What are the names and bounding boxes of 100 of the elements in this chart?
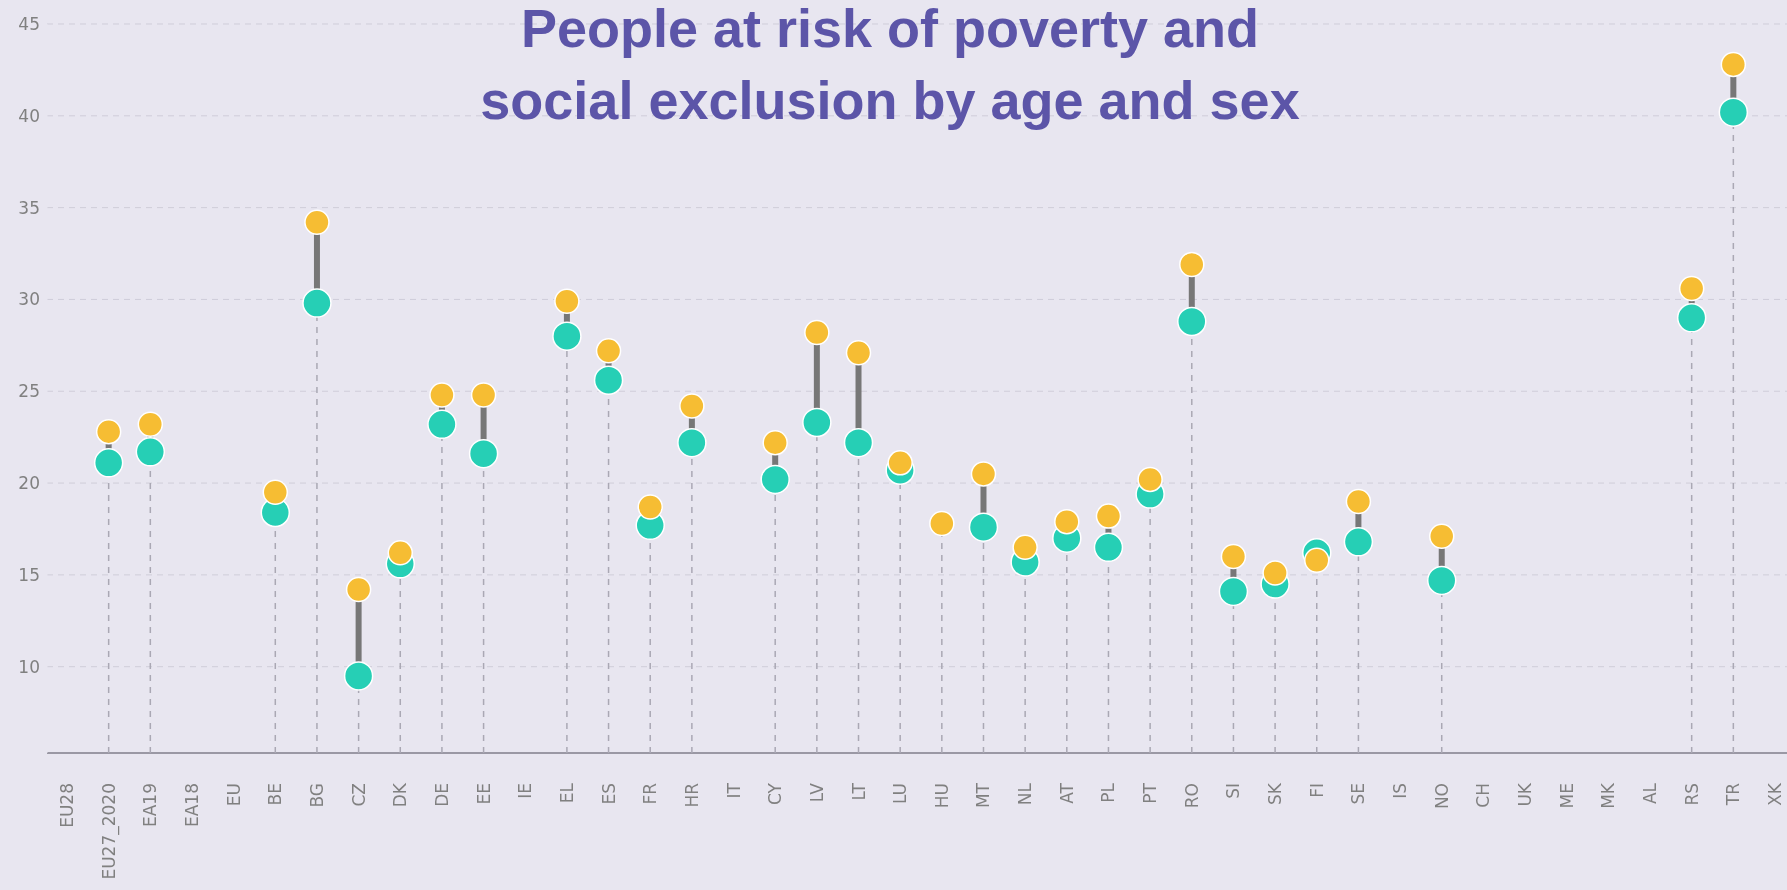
x-tick-label: CZ [348, 783, 369, 807]
point [1678, 275, 1705, 302]
y-tick-label: 25 [18, 381, 40, 402]
point [1220, 543, 1247, 570]
point [637, 494, 663, 520]
point [968, 512, 999, 542]
x-tick-label: AT [1056, 782, 1077, 804]
point [802, 407, 832, 438]
point [1179, 251, 1205, 278]
point [135, 437, 166, 467]
x-tick-label: EL [556, 782, 577, 804]
x-tick-label: ES [598, 783, 619, 805]
point [1095, 503, 1122, 529]
point [1093, 532, 1124, 563]
x-tick-label: HR [681, 782, 702, 808]
x-tick-label: EU27_2020 [98, 783, 120, 880]
x-tick-label: PL [1098, 782, 1119, 803]
point [677, 427, 707, 458]
point [470, 382, 497, 408]
point [1718, 97, 1749, 127]
point [1428, 523, 1455, 550]
y-tick-label: 15 [18, 564, 40, 585]
x-tick-label: RO [1181, 783, 1202, 809]
point [1137, 466, 1163, 493]
x-tick-label: NO [1431, 783, 1452, 810]
point [429, 382, 455, 408]
x-tick-label: FI [1306, 783, 1327, 798]
x-tick-label: UK [1515, 782, 1536, 807]
x-tick-label: EU [223, 783, 244, 807]
point [262, 479, 289, 505]
x-tick-label: HU [931, 783, 952, 809]
point [1720, 51, 1747, 78]
point [760, 464, 790, 495]
point [554, 288, 580, 315]
y-tick-label: 20 [18, 473, 40, 494]
point [345, 576, 372, 603]
x-tick-label: CY [765, 782, 786, 805]
chart-title: People at risk of poverty and social exclusion by age and sex [480, 0, 1300, 130]
point [427, 409, 457, 440]
point [1262, 560, 1288, 586]
x-tick-label: LT [848, 782, 869, 801]
point [1676, 303, 1707, 333]
point [1343, 527, 1374, 557]
point [304, 209, 330, 236]
point [1012, 534, 1038, 561]
point [679, 393, 705, 419]
x-tick-label: EA18 [181, 783, 202, 828]
x-tick-label: CH [1473, 783, 1494, 808]
x-tick-label: AL [1640, 782, 1661, 805]
point [387, 540, 414, 566]
x-tick-label: EE [473, 783, 494, 805]
x-tick-label: IS [1390, 783, 1411, 799]
point [929, 510, 955, 537]
x-tick-label: EA19 [140, 783, 161, 828]
y-tick-label: 35 [18, 197, 40, 218]
point [95, 418, 122, 445]
point [593, 365, 624, 395]
x-tick-label: DE [431, 783, 452, 807]
x-tick-label: TR [1723, 782, 1744, 807]
point [1345, 488, 1372, 515]
point [843, 427, 874, 458]
x-tick-label: EU28 [57, 783, 77, 828]
x-tick-label: MK [1598, 782, 1619, 809]
y-tick-label: 30 [18, 289, 40, 310]
point [595, 338, 622, 364]
point [804, 319, 830, 346]
point [1218, 576, 1249, 607]
point [845, 339, 872, 366]
x-tick-label: SK [1265, 782, 1286, 805]
x-tick-label: FR [640, 782, 661, 805]
point [1177, 306, 1207, 337]
x-tick-label: SI [1223, 783, 1244, 799]
x-tick-label: LV [806, 782, 827, 803]
x-tick-label: DK [390, 782, 411, 808]
x-tick-label: NL [1015, 782, 1036, 806]
x-tick-label: XK [1765, 782, 1785, 806]
x-tick-label: IT [723, 782, 744, 799]
x-tick-label: LU [890, 783, 911, 805]
x-tick-label: IE [515, 783, 536, 799]
point [137, 411, 164, 438]
x-tick-label: BE [265, 783, 286, 806]
x-tick-label: BG [306, 783, 327, 808]
point [468, 438, 499, 469]
x-tick-label: RS [1681, 783, 1702, 806]
y-tick-label: 40 [18, 105, 40, 126]
x-tick-label: ME [1556, 783, 1577, 809]
point [762, 429, 788, 456]
point [1426, 565, 1457, 596]
point [970, 461, 997, 487]
point [343, 661, 374, 691]
point [552, 321, 582, 351]
x-tick-label: MT [973, 782, 994, 809]
point [887, 450, 913, 476]
point [1304, 547, 1330, 573]
x-tick-label: SE [1348, 783, 1369, 805]
point [1054, 508, 1080, 535]
y-tick-label: 10 [18, 656, 40, 677]
y-tick-label: 45 [18, 13, 40, 34]
point [93, 448, 124, 478]
point [302, 288, 332, 318]
